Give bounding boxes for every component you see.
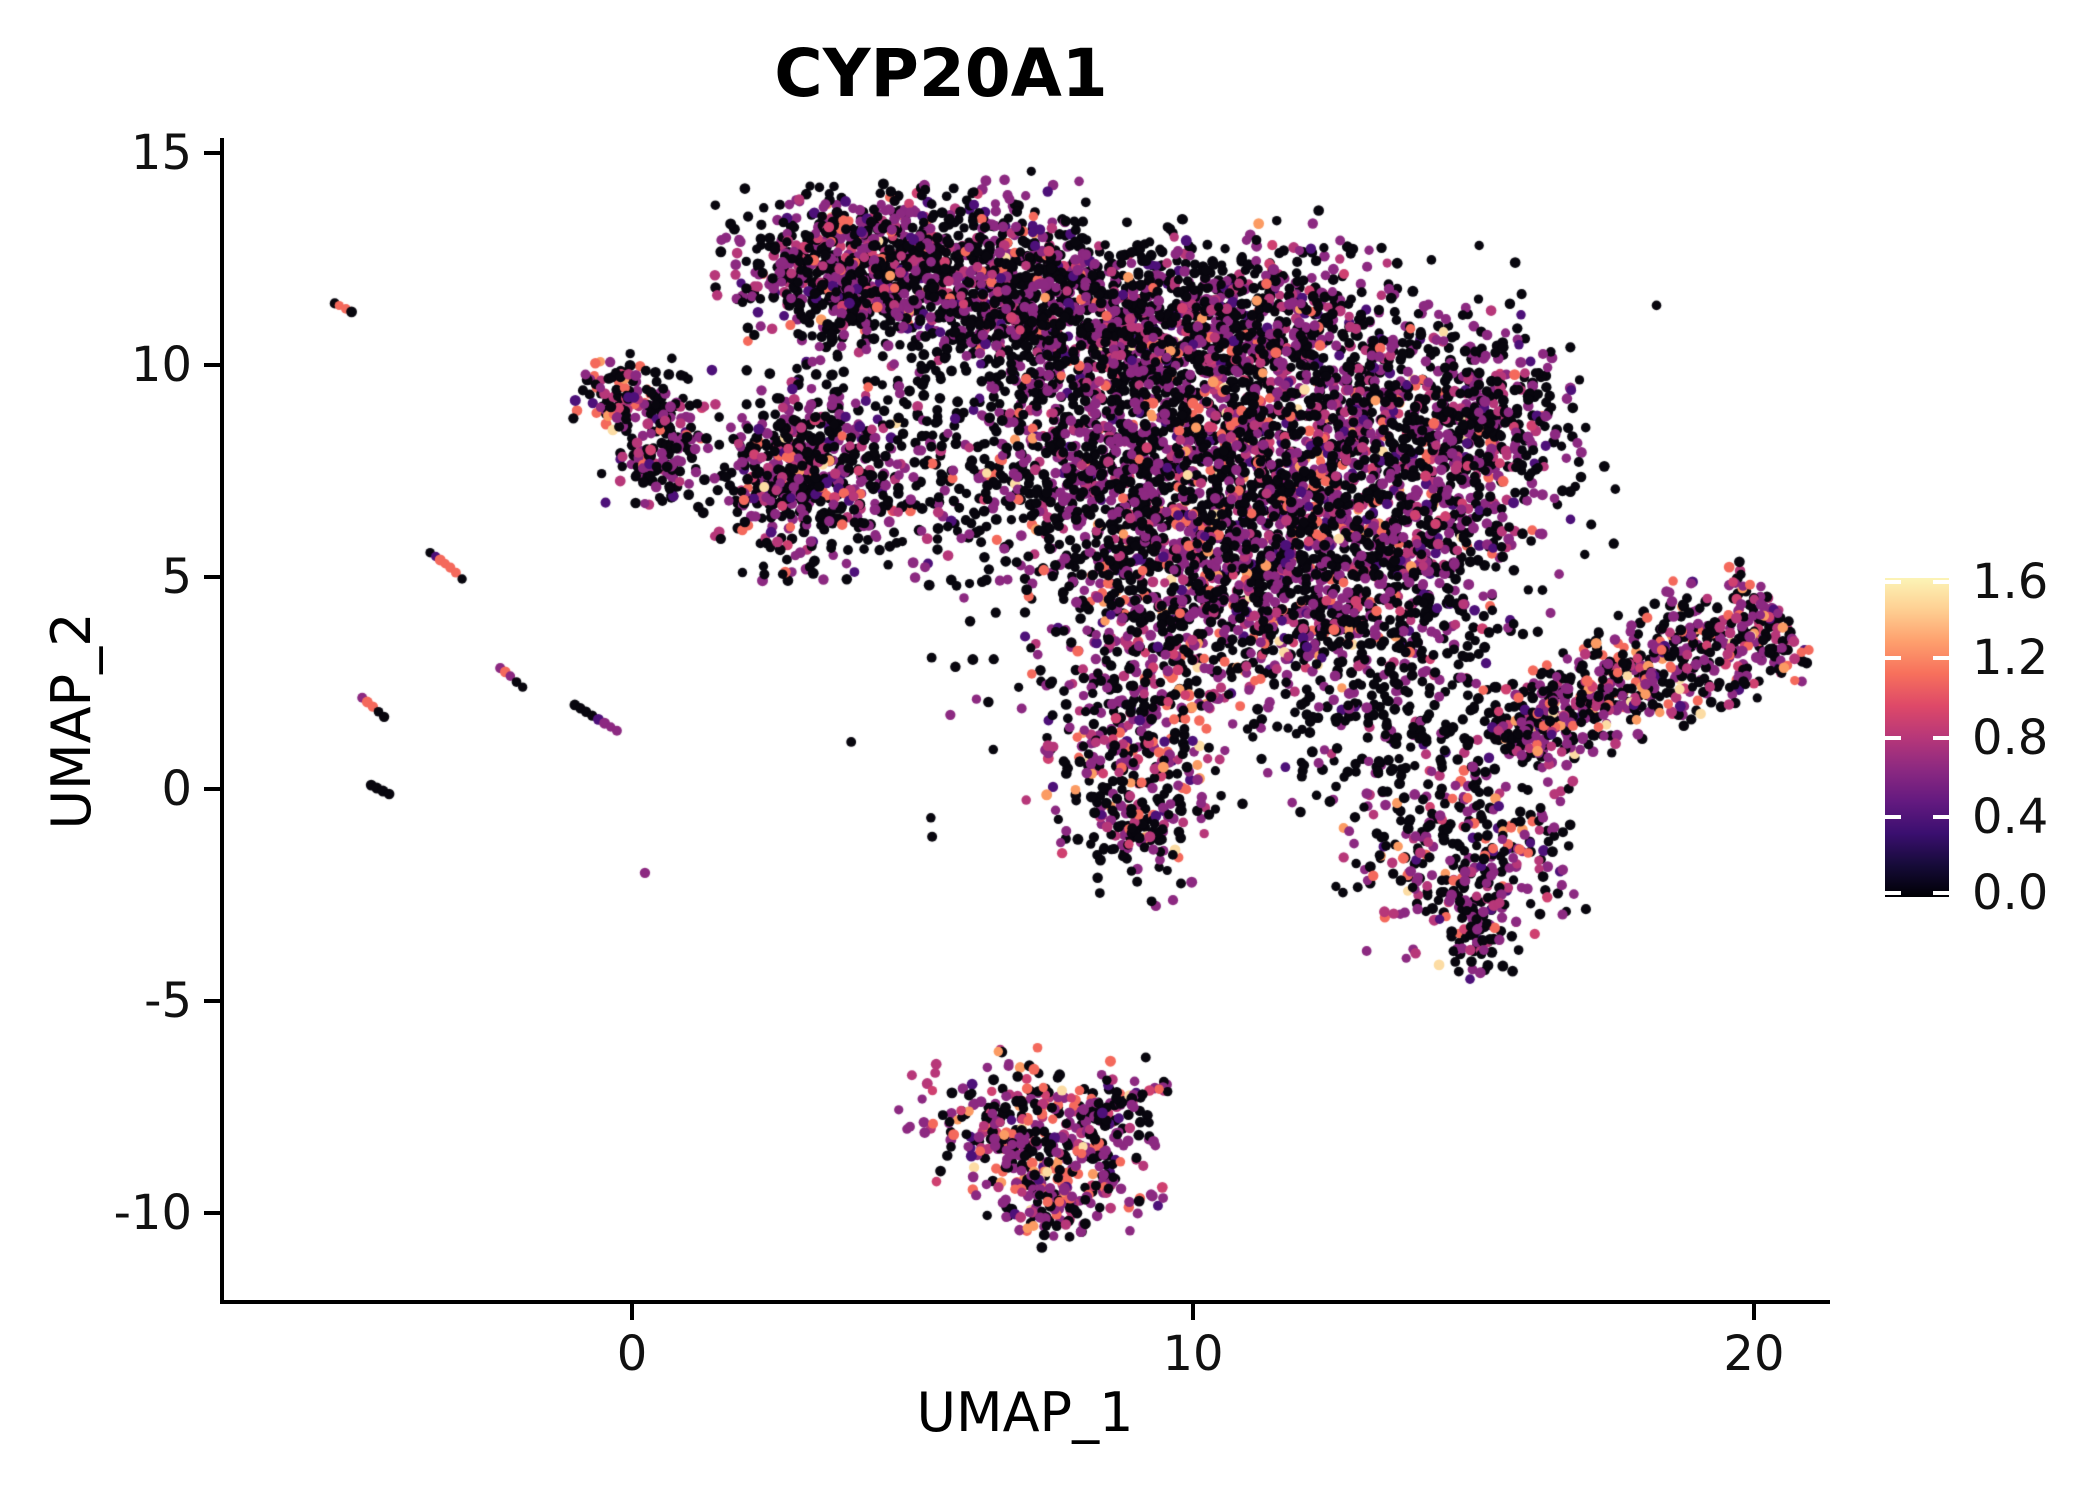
y-tick-mark (204, 150, 222, 155)
y-tick-mark (204, 998, 222, 1003)
colorbar-tick-mark (1885, 735, 1901, 740)
colorbar-tick-mark (1933, 655, 1949, 660)
colorbar-tick-label: 1.2 (1972, 629, 2049, 686)
y-tick-label: -5 (144, 972, 192, 1029)
x-axis-title: UMAP_1 (916, 1381, 1134, 1444)
colorbar-tick-label: 0.4 (1972, 789, 2049, 846)
colorbar-tick-mark (1933, 815, 1949, 820)
x-tick-mark (630, 1302, 635, 1320)
x-tick-label: 20 (1723, 1326, 1785, 1382)
y-tick-label: 10 (130, 336, 192, 393)
x-tick-label: 10 (1162, 1326, 1224, 1382)
y-tick-label: 0 (161, 760, 192, 817)
colorbar-tick-label: 1.6 (1972, 554, 2049, 610)
colorbar-tick-mark (1885, 655, 1901, 660)
y-tick-label: 15 (130, 124, 192, 181)
x-tick-label: 0 (616, 1326, 648, 1382)
y-tick-mark (204, 1210, 222, 1215)
y-axis-line (220, 138, 224, 1304)
y-tick-mark (204, 574, 222, 579)
colorbar-tick-label: 0.8 (1972, 709, 2049, 766)
y-tick-label: 5 (161, 548, 192, 605)
y-tick-mark (204, 362, 222, 367)
colorbar-tick-mark (1933, 735, 1949, 740)
y-tick-label: -10 (113, 1184, 192, 1241)
colorbar-tick-mark (1933, 580, 1949, 584)
x-tick-mark (1191, 1302, 1195, 1320)
colorbar-tick-mark (1933, 891, 1949, 895)
colorbar-tick-mark (1885, 891, 1901, 895)
y-tick-mark (204, 786, 222, 791)
colorbar-tick-mark (1885, 580, 1901, 584)
x-axis-line (220, 1300, 1830, 1304)
x-tick-mark (1751, 1302, 1756, 1320)
y-axis-title: UMAP_2 (40, 612, 103, 830)
colorbar-tick-mark (1885, 815, 1901, 820)
plot-title: CYP20A1 (774, 35, 1108, 112)
colorbar-tick-label: 0.0 (1972, 865, 2049, 921)
